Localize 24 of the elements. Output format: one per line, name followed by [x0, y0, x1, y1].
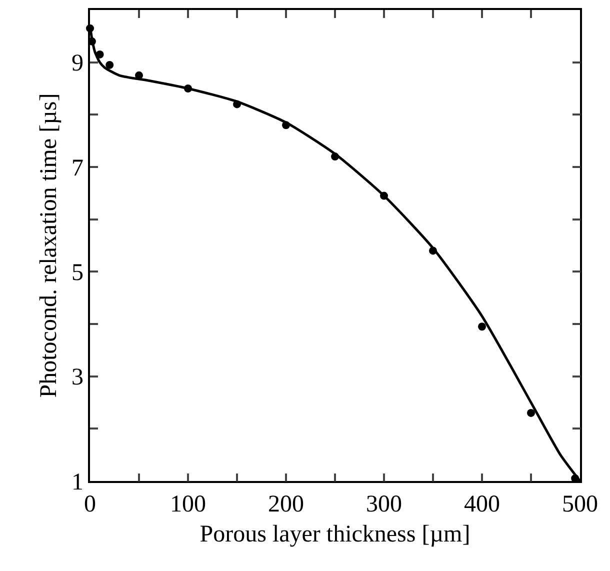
- point: [527, 408, 535, 417]
- y-axis-title: Photocond. relaxation time [µs]: [36, 93, 62, 398]
- point: [96, 50, 104, 58]
- y-tick-label: 7: [71, 155, 84, 182]
- point: [135, 71, 143, 80]
- point: [282, 121, 290, 130]
- point: [429, 246, 437, 255]
- y-tick-label: 5: [71, 260, 84, 286]
- point: [106, 60, 114, 69]
- x-tick-label: 400: [464, 492, 500, 518]
- x-axis-title: Porous layer thickness [µm]: [200, 521, 470, 548]
- point: [478, 322, 486, 331]
- x-tick-label: 100: [170, 492, 206, 518]
- point: [184, 84, 192, 92]
- x-tick-label: 200: [268, 492, 304, 518]
- y-tick-label: 1: [71, 469, 84, 496]
- point: [233, 100, 241, 108]
- y-tick-label: 9: [71, 50, 84, 77]
- x-tick-label: 500: [562, 492, 598, 518]
- point: [331, 152, 339, 161]
- y-tick-label: 3: [71, 364, 84, 391]
- x-tick-label: 300: [366, 492, 402, 518]
- x-tick-label: 0: [84, 492, 96, 518]
- point: [380, 192, 388, 200]
